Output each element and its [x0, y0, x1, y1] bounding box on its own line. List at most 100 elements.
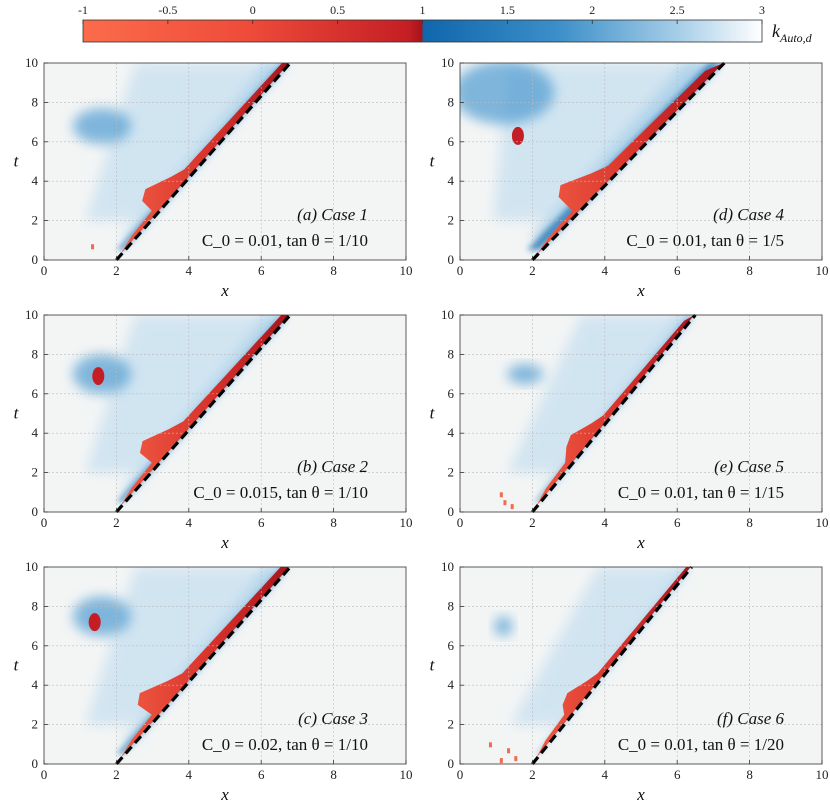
panel-f: 0 2 4 6 8 10 0 2 4 6 8 10 x t (f) Case 6 C_0 = 0.01, ta… [430, 559, 829, 804]
y-tick-label: 8 [448, 94, 455, 109]
colorbar-tick-label: 3 [759, 3, 765, 17]
y-tick-label: 4 [448, 677, 455, 692]
x-tick-label: 2 [113, 767, 120, 782]
y-tick-label: 2 [32, 465, 39, 480]
y-tick-label: 10 [441, 307, 454, 322]
x-tick-label: 2 [529, 767, 536, 782]
front-line [115, 313, 292, 514]
heatmap-field [460, 63, 724, 260]
colorbar-tick-label: 1 [420, 3, 426, 17]
parameter-annotation: C_0 = 0.02, tan θ = 1/10 [202, 735, 368, 754]
case-annotation: (b) Case 2 [297, 457, 368, 476]
x-tick-label: 4 [186, 263, 193, 278]
y-tick-label: 8 [448, 346, 455, 361]
colorbar-tick-label: 2.5 [670, 3, 685, 17]
axes-box [459, 566, 823, 765]
parameter-annotation: C_0 = 0.01, tan θ = 1/15 [618, 483, 784, 502]
grid [460, 567, 822, 764]
red-spot [92, 367, 105, 386]
x-tick-label: 8 [746, 263, 753, 278]
colorbar-tick-label: 0 [250, 3, 256, 17]
y-tick-label: 10 [25, 55, 38, 70]
grid [460, 315, 822, 512]
parameter-annotation: C_0 = 0.01, tan θ = 1/20 [618, 735, 784, 754]
y-tick-label: 8 [448, 598, 455, 613]
colorbar: -1 -0.5 0 0.5 1 1.5 2 2.5 3 kAuto,d [78, 3, 813, 45]
y-tick-label: 6 [448, 386, 455, 401]
parameter-annotation: C_0 = 0.015, tan θ = 1/10 [193, 483, 368, 502]
red-speck [499, 492, 503, 498]
y-tick-label: 2 [448, 717, 455, 732]
x-tick-label: 4 [186, 767, 193, 782]
x-axis-label: x [636, 533, 645, 552]
x-axis-label: x [636, 785, 645, 804]
y-axis-label: t [430, 404, 436, 423]
x-tick-label: 2 [529, 263, 536, 278]
x-tick-label: 6 [674, 515, 681, 530]
red-speck [510, 504, 514, 510]
x-tick-label: 6 [674, 263, 681, 278]
colorbar-tick-label: -0.5 [158, 3, 177, 17]
y-tick-label: 0 [32, 756, 39, 771]
x-tick-label: 6 [258, 767, 265, 782]
front-line [115, 61, 292, 262]
y-tick-label: 6 [448, 134, 455, 149]
x-tick-label: 8 [330, 515, 337, 530]
x-tick-label: 2 [113, 515, 120, 530]
front-line [531, 565, 693, 766]
colorbar-tick-label: 2 [589, 3, 595, 17]
case-annotation: (e) Case 5 [714, 457, 784, 476]
x-tick-label: 0 [41, 515, 48, 530]
x-axis-label: x [220, 785, 229, 804]
y-tick-label: 4 [448, 173, 455, 188]
y-axis-label: t [430, 152, 436, 171]
x-tick-label: 4 [602, 515, 609, 530]
y-tick-label: 10 [441, 559, 454, 574]
x-tick-label: 4 [602, 263, 609, 278]
y-axis-label: t [430, 656, 436, 675]
red-speck [91, 244, 95, 250]
y-tick-label: 4 [32, 173, 39, 188]
case-annotation: (c) Case 3 [298, 709, 368, 728]
y-tick-label: 2 [32, 213, 39, 228]
x-tick-label: 8 [330, 767, 337, 782]
x-axis-label: x [220, 281, 229, 300]
panel-c: 0 2 4 6 8 10 0 2 4 6 8 10 x t (c) Case 3 C_0 = 0.02, ta… [14, 559, 413, 804]
red-speck [499, 758, 503, 764]
colorbar-tick-label: 1.5 [500, 3, 515, 17]
y-tick-label: 0 [448, 504, 455, 519]
panel-b: 0 2 4 6 8 10 0 2 4 6 8 10 x t (b) Case 2 C_0 = 0.015, t… [14, 307, 413, 552]
case-annotation: (f) Case 6 [717, 709, 785, 728]
x-tick-label: 8 [746, 515, 753, 530]
y-axis-label: t [14, 152, 20, 171]
y-tick-label: 4 [448, 425, 455, 440]
y-tick-label: 0 [32, 504, 39, 519]
x-tick-label: 4 [602, 767, 609, 782]
blue-wake [510, 567, 688, 725]
y-tick-label: 0 [32, 252, 39, 267]
panel-a: 0 2 4 6 8 10 0 2 4 6 8 10 x t (a) Case 1 C_0 = 0.01, ta… [14, 55, 413, 300]
front-line [531, 61, 726, 262]
red-spot [511, 126, 524, 145]
x-tick-label: 0 [41, 767, 48, 782]
x-tick-label: 0 [457, 767, 464, 782]
front-line [115, 565, 292, 766]
colorbar-label: kAuto,d [772, 21, 813, 45]
x-tick-label: 10 [400, 767, 413, 782]
x-tick-label: 2 [529, 515, 536, 530]
colorbar-tick-label: -1 [78, 3, 88, 17]
y-tick-label: 10 [441, 55, 454, 70]
x-tick-label: 8 [330, 263, 337, 278]
colorbar-ticks: -1 -0.5 0 0.5 1 1.5 2 2.5 3 [78, 3, 765, 24]
y-tick-label: 2 [448, 213, 455, 228]
case-annotation: (d) Case 4 [713, 205, 784, 224]
colorbar-label-sub: Auto,d [779, 31, 813, 45]
y-tick-label: 4 [32, 425, 39, 440]
x-tick-label: 10 [816, 263, 829, 278]
y-tick-label: 0 [448, 756, 455, 771]
y-tick-label: 10 [25, 559, 38, 574]
y-tick-label: 0 [448, 252, 455, 267]
red-speck [507, 748, 511, 754]
x-axis-label: x [636, 281, 645, 300]
